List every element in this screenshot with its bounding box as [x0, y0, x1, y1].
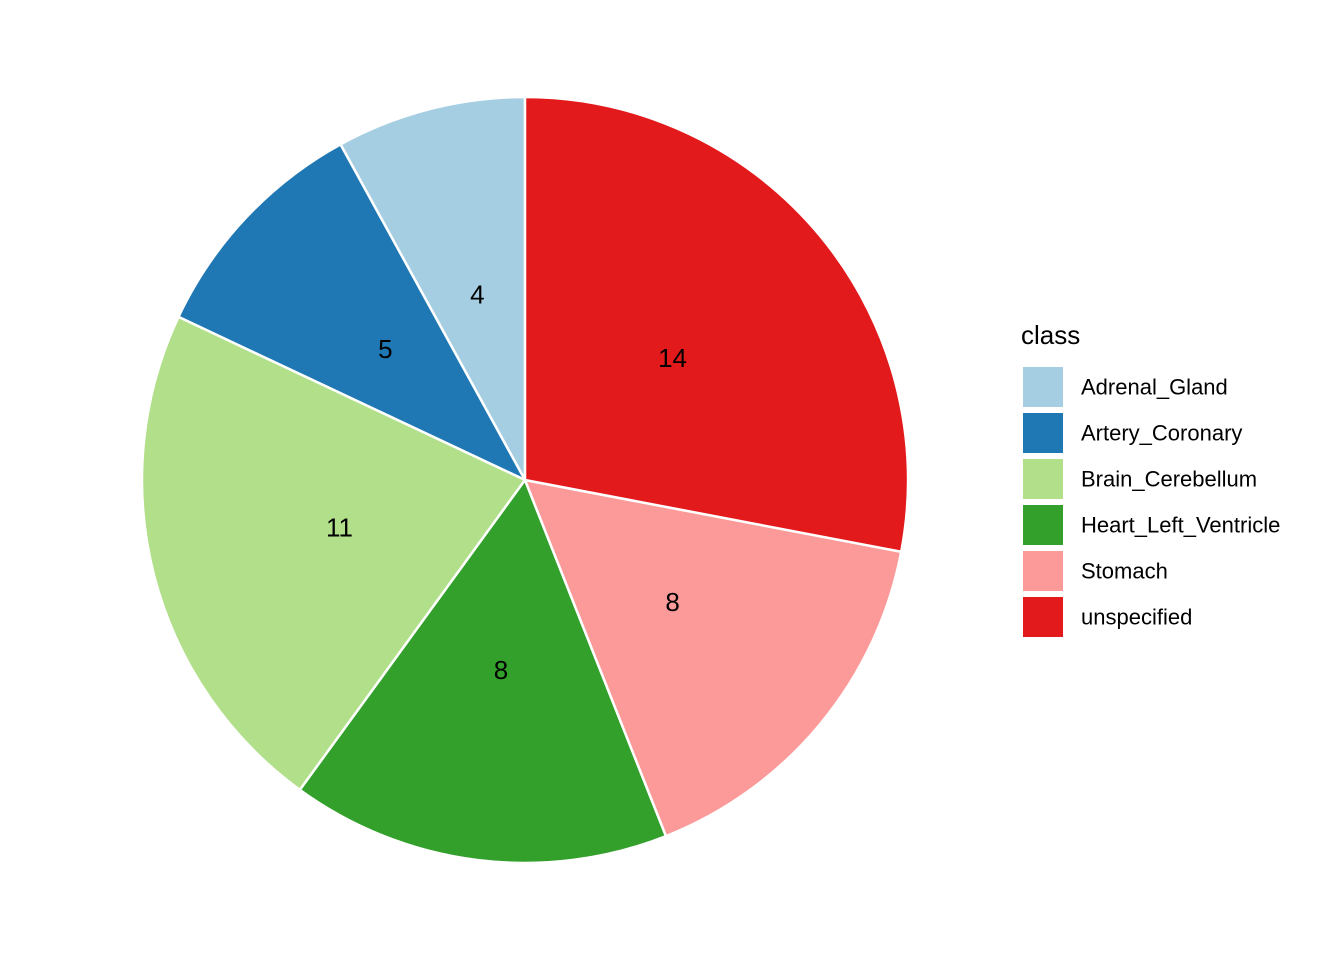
legend-label: Heart_Left_Ventricle — [1081, 513, 1280, 538]
legend: class Adrenal_Gland Artery_Coronary Brain_… — [1021, 320, 1280, 637]
legend-label: Stomach — [1081, 559, 1168, 584]
pie-slice-adrenal-gland — [339, 95, 527, 482]
legend-key — [1023, 505, 1063, 545]
legend-label: Adrenal_Gland — [1081, 375, 1228, 400]
legend-key — [1023, 551, 1063, 591]
pie-slice-heart-left-ventricle — [298, 478, 668, 865]
legend-label: unspecified — [1081, 605, 1192, 630]
legend-title: class — [1021, 320, 1080, 350]
pie-slice-artery-coronary — [177, 143, 527, 482]
legend-items: Adrenal_Gland Artery_Coronary Brain_Cerebe… — [1023, 367, 1280, 637]
legend-key — [1023, 597, 1063, 637]
slice-value-label: 5 — [378, 334, 392, 364]
slice-value-label: 4 — [470, 280, 484, 310]
legend-label: Brain_Cerebellum — [1081, 467, 1257, 492]
legend-key — [1023, 413, 1063, 453]
pie-slice-labels: 4 5 11 8 8 14 — [326, 280, 687, 685]
slice-value-label: 11 — [326, 513, 353, 543]
legend-key — [1023, 459, 1063, 499]
pie-slice-stomach — [523, 478, 903, 838]
pie-slice-unspecified — [523, 95, 910, 554]
pie-slices — [140, 95, 910, 865]
slice-value-label: 8 — [665, 587, 679, 617]
legend-label: Artery_Coronary — [1081, 421, 1242, 446]
pie-slice-brain-cerebellum — [140, 315, 527, 792]
legend-key — [1023, 367, 1063, 407]
slice-value-label: 14 — [658, 343, 687, 373]
slice-value-label: 8 — [494, 655, 508, 685]
